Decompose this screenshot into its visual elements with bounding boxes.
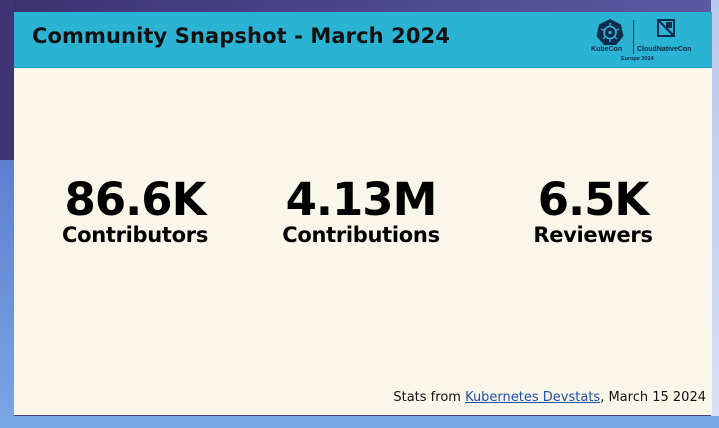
stat-label: Contributors [61, 223, 209, 247]
backdrop-top [0, 0, 719, 12]
stat-value: 4.13M [285, 173, 438, 226]
backdrop-bottom [0, 416, 719, 428]
stat-contributors: 86.6K Contributors [58, 173, 212, 247]
event-logo: KubeCon CloudNativeCon Europe 2024 [591, 18, 705, 62]
stat-contributions: 4.13M Contributions [278, 173, 444, 247]
stat-label: Contributions [282, 223, 440, 247]
cloudnativecon-wordmark: CloudNativeCon [637, 46, 692, 53]
stat-value: 6.5K [537, 173, 650, 226]
devstats-link[interactable]: Kubernetes Devstats [465, 390, 601, 405]
source-footer: Stats from Kubernetes Devstats, March 15… [393, 390, 706, 405]
backdrop-right [711, 0, 719, 428]
cncf-icon [657, 19, 675, 37]
kubernetes-wheel-icon [595, 18, 629, 50]
stat-value: 86.6K [64, 173, 207, 226]
slide-title: Community Snapshot - March 2024 [32, 24, 450, 48]
stat-label: Reviewers [533, 223, 653, 247]
slide-header: Community Snapshot - March 2024 KubeCon [14, 12, 712, 68]
footer-prefix: Stats from [393, 390, 466, 405]
event-edition: Europe 2024 [621, 56, 654, 62]
backdrop-left-top [0, 0, 14, 160]
presentation-slide: Community Snapshot - March 2024 KubeCon [14, 12, 712, 415]
kubecon-wordmark: KubeCon [591, 46, 623, 53]
stat-reviewers: 6.5K Reviewers [528, 173, 658, 247]
backdrop-left-band [0, 160, 14, 428]
logo-divider [633, 20, 634, 54]
footer-suffix: , March 15 2024 [600, 390, 706, 405]
